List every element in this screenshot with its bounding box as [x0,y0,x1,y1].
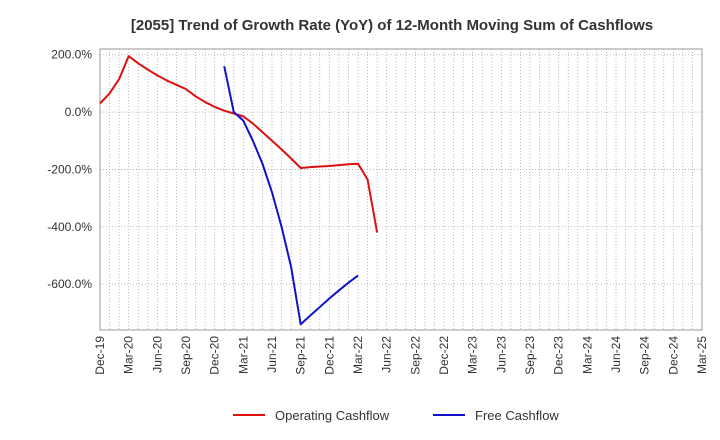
y-tick-label: -200.0% [47,162,92,176]
x-tick-label: Dec-23 [552,336,566,375]
x-tick-label: Mar-22 [351,336,365,374]
x-tick-label: Jun-23 [494,336,508,373]
x-tick-label: Dec-20 [208,336,222,375]
y-tick-label: 200.0% [51,48,92,62]
x-tick-label: Dec-24 [666,336,680,375]
legend-label-operating-cashflow: Operating Cashflow [275,408,390,423]
x-tick-label: Jun-22 [380,336,394,373]
x-tick-label: Jun-24 [609,336,623,373]
x-tick-label: Dec-22 [437,336,451,375]
x-tick-label: Dec-19 [93,336,107,375]
grid [99,49,703,330]
x-tick-label: Mar-25 [695,336,709,374]
y-tick-label: -400.0% [47,220,92,234]
x-tick-label: Sep-20 [179,336,193,375]
y-tick-label: 0.0% [65,105,93,119]
chart-title: [2055] Trend of Growth Rate (YoY) of 12-… [131,17,653,34]
x-tick-label: Mar-23 [466,336,480,374]
x-tick-label: Jun-21 [265,336,279,373]
series-line-free-cashflow [223,65,359,326]
x-tick-label: Mar-24 [580,336,594,374]
legend-label-free-cashflow: Free Cashflow [475,408,559,423]
y-tick-label: -600.0% [47,277,92,291]
x-axis-ticks: Dec-19 Mar-20 Jun-20 Sep-20 Dec-20 Mar-21 Jun-… [93,336,709,375]
series-line-operating-cashflow [99,55,379,233]
series-lines [99,55,379,326]
x-tick-label: Sep-23 [523,336,537,375]
plot-area [99,48,703,331]
x-tick-label: Sep-21 [294,336,308,375]
legend: Operating Cashflow Free Cashflow [233,408,559,423]
x-tick-label: Mar-21 [236,336,250,374]
y-axis-ticks: 200.0% 0.0% -200.0% -400.0% -600.0% [47,48,92,291]
x-tick-label: Jun-20 [150,336,164,373]
x-tick-label: Sep-22 [408,336,422,375]
x-tick-label: Sep-24 [638,336,652,375]
x-tick-label: Dec-21 [322,336,336,375]
x-tick-label: Mar-20 [122,336,136,374]
